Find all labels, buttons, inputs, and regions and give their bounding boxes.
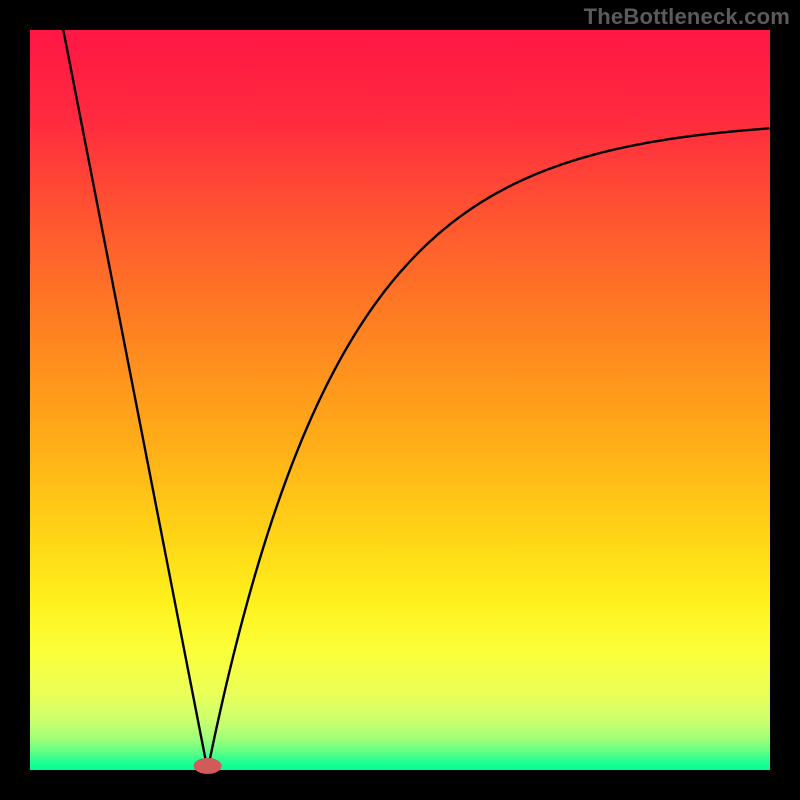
chart-frame: TheBottleneck.com: [0, 0, 800, 800]
optimal-point-marker: [194, 758, 222, 774]
watermark-text: TheBottleneck.com: [584, 4, 790, 30]
chart-svg: [0, 0, 800, 800]
